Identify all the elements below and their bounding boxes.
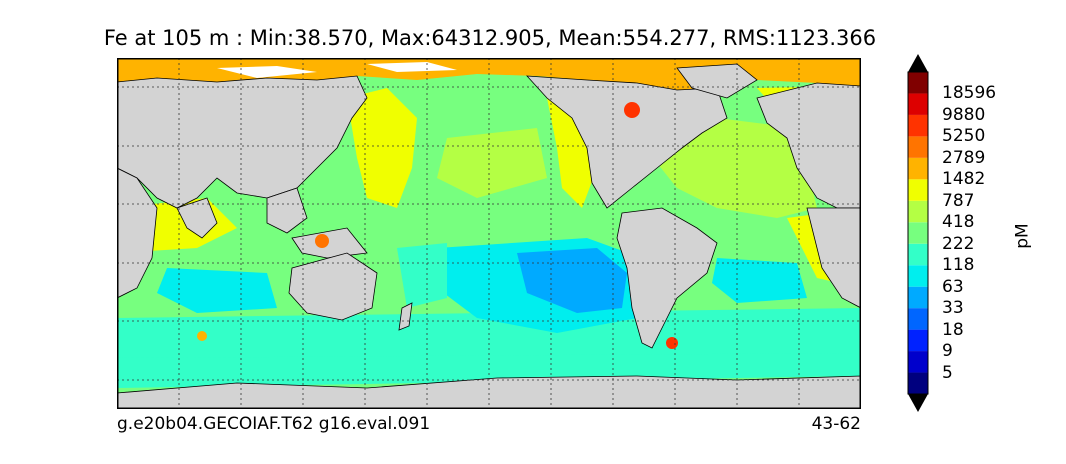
ocean-field-map [117,58,861,409]
colorbar-segment [908,265,928,287]
new-zealand-land [398,302,413,331]
colorbar-tick-label: 2789 [942,147,986,168]
colorbar-tick-label: 9880 [942,104,986,125]
south-atlantic-gyre [712,258,807,303]
colorbar-segment [908,136,928,158]
colorbar-tick-label: 118 [942,255,975,276]
india-land [176,197,218,239]
high-value-spot [197,331,207,341]
years-caption: 43-62 [811,414,861,434]
colorbar-segment [908,286,928,309]
colorbar-segment [908,93,928,115]
colorbar-segment [908,114,928,137]
colorbar-segment [908,72,928,94]
southeast-asia-land [266,187,308,234]
south-america-land [616,207,718,349]
australia-land [288,252,378,321]
tasman-region [397,243,447,308]
colorbar-tick-label: 18596 [942,83,997,104]
west-pacific-band [347,88,417,208]
colorbar [900,50,936,420]
colorbar-tick-label: 5250 [942,126,986,147]
high-value-spot [666,337,678,349]
map-border [117,58,861,409]
colorbar-segment [908,351,928,373]
colorbar-tick-label: 787 [942,190,975,211]
colorbar-segment [908,200,928,223]
europe-land [756,82,861,209]
colorbar-segment [908,243,928,266]
colorbar-unit: pM [1012,223,1033,249]
colorbar-segment [908,222,928,244]
colorbar-tick-label: 222 [942,233,975,254]
colorbar-tick-label: 1482 [942,169,986,190]
colorbar-segment [908,179,928,201]
high-value-spot [315,234,329,248]
colorbar-border [907,71,929,395]
colorbar-tick-label: 63 [942,276,964,297]
map-title: Fe at 105 m : Min:38.570, Max:64312.905,… [103,26,877,50]
gridlines [117,58,861,409]
colorbar-tick-label: 33 [942,298,964,319]
north-pacific-gyre [437,128,547,198]
colorbar-tick-label: 9 [942,341,953,362]
run-caption: g.e20b04.GECOIAF.T62 g16.eval.091 [117,414,431,434]
colorbar-tick-label: 5 [942,362,953,383]
colorbar-max-arrow [908,54,928,72]
south-pacific-core [517,248,627,313]
eurasia-land [117,75,368,209]
colorbar-tick-label: 418 [942,212,975,233]
colorbar-segment [908,329,928,352]
colorbar-svg [907,54,929,412]
colorbar-min-arrow [908,394,928,412]
colorbar-segment [908,372,928,394]
indian-ocean-gyre [157,268,277,313]
colorbar-tick-label: 18 [942,319,964,340]
colorbar-segment [908,157,928,180]
high-value-spot [624,102,640,118]
north-america-land [526,75,728,209]
africa-land [117,167,158,299]
sea-ice-nodata [367,62,457,72]
colorbar-segment [908,308,928,330]
sea-ice-nodata [217,66,317,78]
map-svg [117,58,861,409]
africa-east-land [806,207,861,309]
